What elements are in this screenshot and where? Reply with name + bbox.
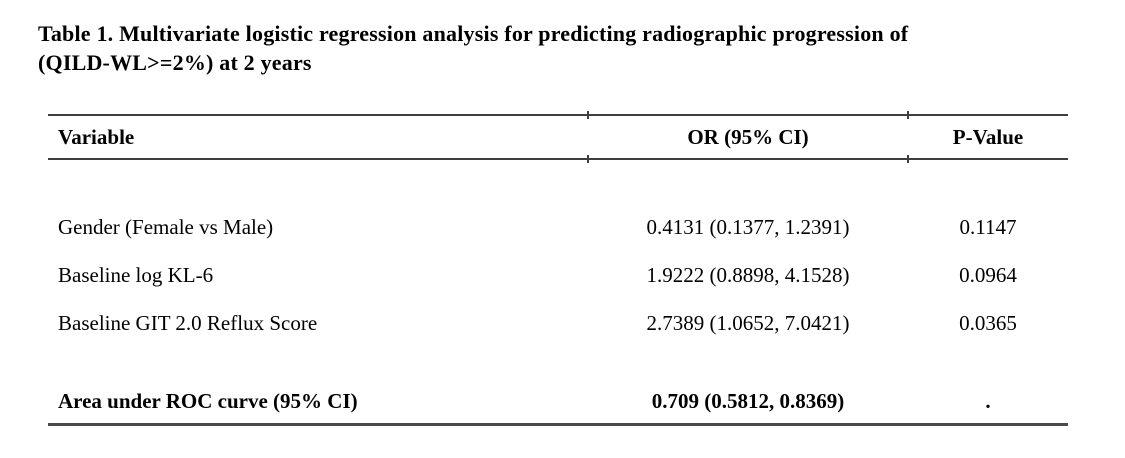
cell-variable: Gender (Female vs Male) (58, 214, 274, 239)
cell-or-ci: 0.709 (0.5812, 0.8369) (651, 389, 845, 413)
cell-variable: Baseline log KL-6 (58, 262, 214, 287)
table-title-line1: Table 1. Multivariate logistic regressio… (38, 21, 909, 46)
table-header-row: Variable OR (95% CI) P-Value (48, 116, 1068, 158)
table-header-rule (48, 155, 1068, 163)
column-divider-tick (587, 111, 589, 119)
table-footer-row: Area under ROC curve (95% CI) 0.709 (0.5… (48, 385, 1068, 418)
table-row: Baseline log KL-6 1.9222 (0.8898, 4.1528… (48, 251, 1068, 299)
cell-variable: Area under ROC curve (95% CI) (58, 389, 358, 413)
column-header-variable: Variable (58, 124, 135, 149)
cell-p-value: . (985, 389, 991, 413)
cell-variable: Baseline GIT 2.0 Reflux Score (58, 310, 318, 335)
cell-or-ci: 0.4131 (0.1377, 1.2391) (646, 214, 850, 239)
cell-or-ci: 2.7389 (1.0652, 7.0421) (646, 310, 850, 335)
table-row: Baseline GIT 2.0 Reflux Score 2.7389 (1.… (48, 299, 1068, 347)
cell-or-ci: 1.9222 (0.8898, 4.1528) (646, 262, 850, 287)
table-bottom-rule (48, 423, 1068, 426)
table-title-line2: (QILD-WL>=2%) at 2 years (38, 50, 312, 75)
column-divider-tick (587, 155, 589, 163)
table-title: Table 1. Multivariate logistic regressio… (38, 19, 1108, 77)
column-header-or-ci: OR (95% CI) (687, 124, 809, 149)
cell-p-value: 0.0365 (959, 310, 1017, 335)
empty-row (48, 160, 1068, 203)
table-row: Gender (Female vs Male) 0.4131 (0.1377, … (48, 203, 1068, 251)
column-header-p-value: P-Value (952, 124, 1024, 149)
cell-p-value: 0.1147 (959, 214, 1017, 239)
table-top-rule (48, 111, 1068, 119)
column-divider-tick (907, 111, 909, 119)
regression-table: Variable OR (95% CI) P-Value Gender (Fem… (48, 111, 1068, 426)
cell-p-value: 0.0964 (959, 262, 1017, 287)
empty-row (48, 347, 1068, 385)
column-divider-tick (907, 155, 909, 163)
